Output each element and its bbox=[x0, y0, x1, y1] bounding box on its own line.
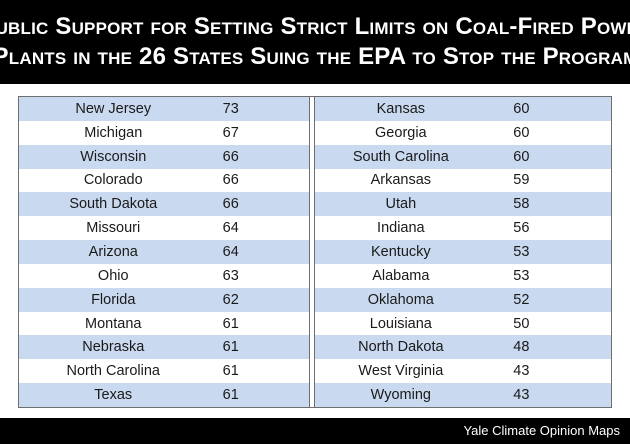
state-name: North Dakota bbox=[358, 339, 444, 356]
table-row: North Carolina 61 bbox=[19, 359, 309, 384]
table-row: North Dakota 48 bbox=[315, 335, 611, 360]
state-name: Georgia bbox=[375, 124, 427, 141]
state-name: Arizona bbox=[88, 243, 138, 260]
support-value: 66 bbox=[222, 196, 239, 213]
table-row: Missouri 64 bbox=[19, 216, 309, 241]
state-name: South Dakota bbox=[69, 196, 158, 213]
source-credit: Yale Climate Opinion Maps bbox=[463, 423, 620, 438]
table-row: Utah 58 bbox=[315, 192, 611, 217]
footer-bar: Yale Climate Opinion Maps bbox=[0, 418, 630, 444]
state-name: Oklahoma bbox=[367, 291, 434, 308]
state-name: Ohio bbox=[97, 267, 129, 284]
table-column-left: New Jersey 73 Michigan 67 Wisconsin 66 Colorad… bbox=[19, 97, 309, 407]
state-name: Alabama bbox=[372, 267, 430, 284]
table-row: Oklahoma 52 bbox=[315, 287, 611, 312]
state-name: Kansas bbox=[376, 100, 426, 117]
state-name: Indiana bbox=[377, 220, 425, 237]
support-value: 50 bbox=[513, 315, 530, 332]
support-value: 48 bbox=[513, 339, 530, 356]
support-value: 60 bbox=[513, 124, 530, 141]
table-row: Georgia 60 bbox=[315, 120, 611, 145]
support-value: 61 bbox=[222, 363, 239, 380]
column-divider bbox=[309, 97, 315, 407]
support-value: 61 bbox=[222, 339, 239, 356]
support-value: 60 bbox=[513, 100, 530, 117]
title-line-2: Plants in the 26 States Suing the EPA to… bbox=[0, 43, 630, 70]
support-value: 56 bbox=[513, 220, 530, 237]
state-name: Utah bbox=[385, 196, 417, 213]
table-row: Montana 61 bbox=[19, 311, 309, 336]
support-value: 66 bbox=[222, 148, 239, 165]
state-name: Kentucky bbox=[371, 243, 431, 260]
table-row: Arizona 64 bbox=[19, 240, 309, 264]
support-value: 64 bbox=[222, 220, 239, 237]
table-row: Louisiana 50 bbox=[315, 311, 611, 336]
table-row: Kansas 60 bbox=[315, 97, 611, 121]
support-value: 43 bbox=[513, 387, 530, 404]
state-name: Texas bbox=[94, 387, 133, 404]
table-row: Ohio 63 bbox=[19, 263, 309, 288]
table-row: New Jersey 73 bbox=[19, 97, 309, 121]
title-banner: Public Support for Setting Strict Limits… bbox=[0, 0, 630, 84]
support-value: 64 bbox=[222, 243, 239, 260]
support-value: 61 bbox=[222, 315, 239, 332]
support-value: 73 bbox=[222, 100, 239, 117]
state-name: Missouri bbox=[86, 220, 141, 237]
state-name: Colorado bbox=[83, 172, 143, 189]
table-row: Wyoming 43 bbox=[315, 383, 611, 407]
state-name: Wisconsin bbox=[80, 148, 147, 165]
table-row: Wisconsin 66 bbox=[19, 144, 309, 169]
table-row: Indiana 56 bbox=[315, 216, 611, 241]
state-name: South Carolina bbox=[352, 148, 449, 165]
table-row: Colorado 66 bbox=[19, 168, 309, 193]
state-name: Nebraska bbox=[82, 339, 145, 356]
table-row: Michigan 67 bbox=[19, 120, 309, 145]
table-column-right: Kansas 60 Georgia 60 South Carolina 60 Arkansa… bbox=[315, 97, 611, 407]
state-name: Montana bbox=[85, 315, 142, 332]
state-name: North Carolina bbox=[66, 363, 161, 380]
support-value: 43 bbox=[513, 363, 530, 380]
state-name: Arkansas bbox=[370, 172, 432, 189]
table-row: Texas 61 bbox=[19, 383, 309, 407]
table-row: Nebraska 61 bbox=[19, 335, 309, 360]
support-value: 63 bbox=[222, 267, 239, 284]
support-value: 53 bbox=[513, 267, 530, 284]
state-name: Florida bbox=[91, 291, 136, 308]
title-line-1: Public Support for Setting Strict Limits… bbox=[0, 13, 630, 40]
state-name: New Jersey bbox=[75, 100, 152, 117]
support-value: 53 bbox=[513, 243, 530, 260]
table-row: Arkansas 59 bbox=[315, 168, 611, 193]
state-name: Louisiana bbox=[369, 315, 432, 332]
table-row: West Virginia 43 bbox=[315, 359, 611, 384]
support-value: 66 bbox=[222, 172, 239, 189]
support-value: 67 bbox=[222, 124, 239, 141]
support-value: 62 bbox=[222, 291, 239, 308]
table-row: South Dakota 66 bbox=[19, 192, 309, 217]
support-value: 61 bbox=[222, 387, 239, 404]
table-row: Kentucky 53 bbox=[315, 240, 611, 264]
support-value: 52 bbox=[513, 291, 530, 308]
support-table: New Jersey 73 Michigan 67 Wisconsin 66 Colorad… bbox=[18, 96, 612, 408]
state-name: Wyoming bbox=[370, 387, 431, 404]
support-value: 60 bbox=[513, 148, 530, 165]
support-value: 58 bbox=[513, 196, 530, 213]
state-name: West Virginia bbox=[358, 363, 444, 380]
support-value: 59 bbox=[513, 172, 530, 189]
table-row: Florida 62 bbox=[19, 287, 309, 312]
table-row: Alabama 53 bbox=[315, 263, 611, 288]
table-row: South Carolina 60 bbox=[315, 144, 611, 169]
state-name: Michigan bbox=[84, 124, 143, 141]
